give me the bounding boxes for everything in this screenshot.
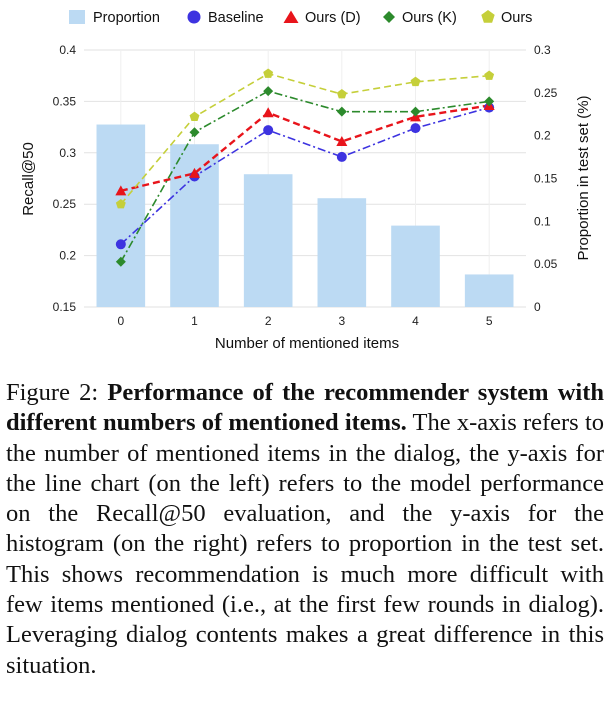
point-ours — [115, 199, 126, 209]
point-ours — [263, 68, 274, 78]
series-line-ours-k — [120, 90, 490, 263]
point-ours-d — [262, 107, 274, 118]
bar-proportion — [391, 225, 440, 307]
y-left-tick-label: 0.3 — [59, 146, 76, 160]
point-ours-d — [189, 167, 200, 178]
grid-layer — [84, 49, 526, 308]
x-tick-label: 0 — [117, 314, 124, 328]
point-baseline — [410, 123, 421, 134]
y-left-tick-label: 0.25 — [53, 197, 77, 211]
y-right-tick-label: 0 — [534, 300, 541, 314]
point-ours-k — [263, 86, 274, 97]
y-left-tick-label: 0.2 — [59, 249, 76, 263]
point-baseline — [115, 239, 126, 250]
point-ours — [484, 70, 495, 80]
legend-ours-d-label: Ours (D) — [305, 10, 361, 26]
bar-proportion — [96, 124, 146, 307]
x-tick-label: 5 — [486, 314, 493, 328]
series-line-ours-d — [120, 104, 490, 193]
y-left-tick-label: 0.35 — [53, 94, 77, 108]
x-tick-label: 1 — [191, 314, 198, 328]
y-right-tick-label: 0.1 — [534, 214, 551, 228]
line-layer — [120, 72, 490, 263]
bar-proportion — [464, 274, 514, 307]
chart-svg: 0.150.20.250.30.350.400.050.10.150.20.25… — [20, 10, 592, 352]
legend-ours-k-label: Ours (K) — [402, 10, 457, 26]
figure-chart: 0.15 0.2 0.25 0.3 0.35 0.4 0 0.05 0.1 0.15 0.2 0.25… — [20, 10, 592, 352]
series-line-ours — [120, 72, 490, 205]
point-ours-k — [336, 106, 347, 117]
bar-proportion — [317, 198, 367, 307]
legend-proportion-label: Proportion — [93, 10, 160, 26]
point-ours — [336, 89, 347, 99]
x-tick-label: 4 — [412, 314, 419, 328]
point-ours — [189, 111, 200, 122]
y-right-tick-label: 0.3 — [534, 43, 551, 57]
bar-layer — [96, 124, 514, 307]
legend-baseline-label: Baseline — [208, 10, 264, 26]
y-right-tick-label: 0.15 — [534, 172, 558, 186]
point-ours-d — [115, 185, 127, 196]
figure-caption: Figure 2: Performance of the recommender… — [6, 378, 604, 681]
caption-label: Figure 2: — [6, 379, 99, 406]
x-axis-title: Number of mentioned items — [215, 335, 399, 352]
y-axis-left-title: Recall@50 — [20, 142, 37, 216]
y-left-tick-label: 0.4 — [59, 43, 76, 57]
caption-body: The x-axis refers to the number of menti… — [6, 409, 605, 679]
legend-ours-marker — [481, 10, 495, 23]
series-line-baseline — [120, 106, 490, 245]
x-tick-label: 3 — [338, 314, 345, 328]
point-ours-k — [484, 96, 495, 107]
marker-layer — [115, 68, 495, 267]
legend-baseline-marker — [187, 10, 201, 24]
legend-ours-k-marker — [383, 11, 395, 23]
point-ours-d — [336, 135, 348, 146]
point-ours-k — [410, 106, 421, 117]
point-baseline — [336, 151, 347, 162]
y-right-tick-label: 0.2 — [534, 129, 551, 143]
point-ours-k — [115, 256, 126, 267]
y-right-tick-label: 0.05 — [534, 257, 558, 271]
point-ours-k — [189, 127, 200, 138]
y-left-tick-label: 0.15 — [53, 300, 77, 314]
tick-layer: 0.150.20.250.30.350.400.050.10.150.20.25… — [53, 43, 558, 328]
caption-title: Performance of the recommender system wi… — [6, 379, 604, 437]
legend-ours-label: Ours — [501, 10, 532, 26]
bar-proportion — [243, 174, 293, 307]
legend-proportion-swatch — [69, 10, 85, 24]
y-axis-right-title: Proportion in test set (%) — [575, 95, 592, 260]
legend: Proportion Baseline Ours (D) Ours (K) Ou… — [69, 10, 532, 26]
point-baseline — [263, 125, 274, 136]
legend-ours-d-marker — [283, 10, 299, 23]
point-ours — [410, 76, 421, 87]
x-tick-label: 2 — [265, 314, 272, 328]
y-right-tick-label: 0.25 — [534, 86, 558, 100]
